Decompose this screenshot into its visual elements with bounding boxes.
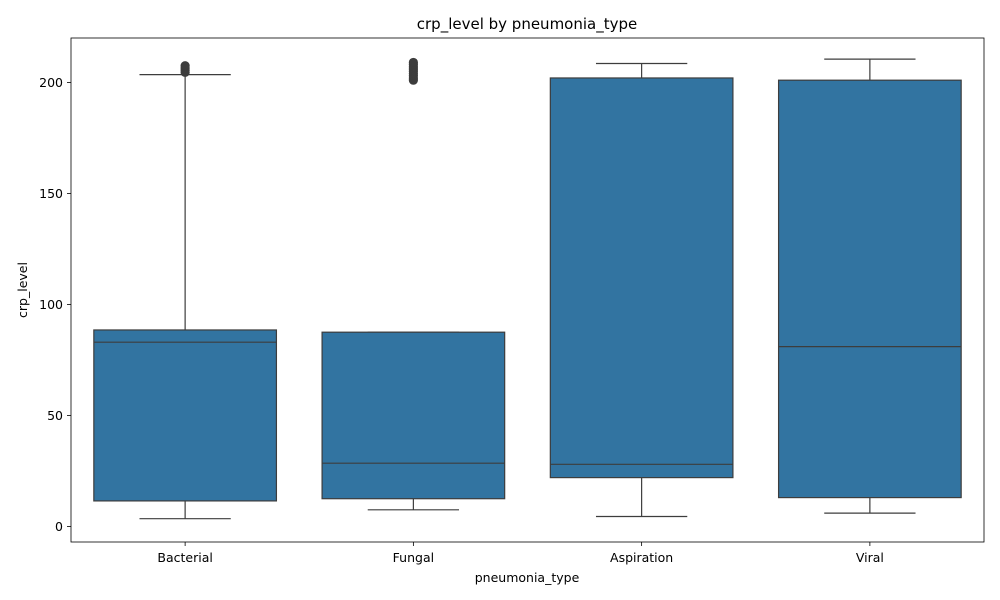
y-tick-label: 50 xyxy=(47,408,63,423)
x-tick-label: Fungal xyxy=(393,550,434,565)
iqr-box xyxy=(321,331,506,500)
box-bacterial xyxy=(93,61,278,520)
y-tick-label: 100 xyxy=(39,297,63,312)
x-tick-label: Bacterial xyxy=(157,550,212,565)
y-tick-label: 200 xyxy=(39,75,63,90)
box-aspiration xyxy=(549,62,734,518)
x-axis-label: pneumonia_type xyxy=(475,570,580,585)
x-tick-label: Viral xyxy=(856,550,884,565)
y-axis: 0 50 100 150 200 xyxy=(39,75,71,534)
x-axis: Bacterial Fungal Aspiration Viral xyxy=(157,542,884,565)
y-axis-label: crp_level xyxy=(15,262,30,318)
chart-title: crp_level by pneumonia_type xyxy=(417,15,637,34)
box-viral xyxy=(777,58,962,514)
x-tick-label: Aspiration xyxy=(610,550,673,565)
boxes-layer xyxy=(93,57,962,520)
box-fungal xyxy=(321,57,506,511)
iqr-box xyxy=(549,77,734,479)
y-tick-label: 0 xyxy=(55,519,63,534)
y-tick-label: 150 xyxy=(39,186,63,201)
outlier-point xyxy=(180,61,190,71)
iqr-box xyxy=(777,79,962,499)
outlier-point xyxy=(408,57,418,68)
iqr-box xyxy=(93,329,278,502)
plot-area-frame xyxy=(70,37,985,543)
